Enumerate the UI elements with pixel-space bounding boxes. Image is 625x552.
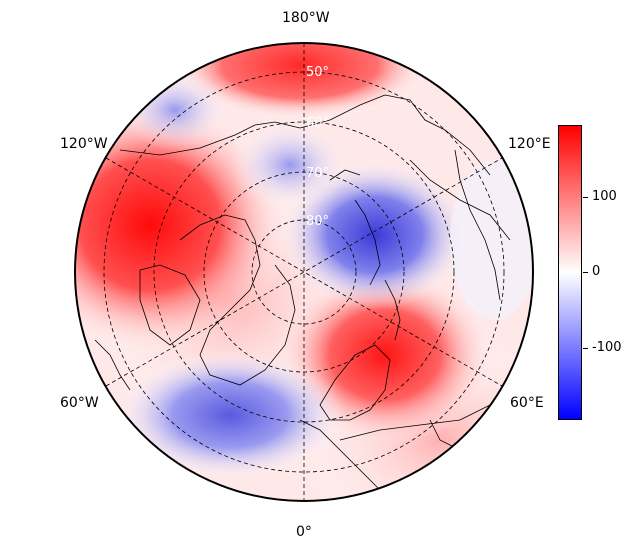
lon-label-right-upper: 120°E xyxy=(508,136,551,152)
map-boundary xyxy=(74,42,534,502)
lon-label-right-lower: 60°E xyxy=(510,395,544,411)
lon-label-bottom: 0° xyxy=(296,524,312,540)
field-shading xyxy=(75,43,533,501)
colorbar-tick-100 xyxy=(583,197,588,198)
lon-label-left-upper: 120°W xyxy=(60,136,108,152)
lon-label-top: 180°W xyxy=(282,10,330,26)
lat-label-70: 70° xyxy=(306,166,329,181)
latitude-labels: 50° 60° 70° 80° xyxy=(306,65,329,229)
colorbar-label-0: 0 xyxy=(592,264,601,279)
lat-label-50: 50° xyxy=(306,65,329,80)
colorbar-label-100: 100 xyxy=(592,189,617,204)
lat-label-80: 80° xyxy=(306,214,329,229)
lat-label-60: 60° xyxy=(306,116,329,131)
colorbar xyxy=(558,125,582,420)
lon-label-left-lower: 60°W xyxy=(60,395,99,411)
colorbar-tick-0 xyxy=(583,272,588,273)
colorbar-tick-minus-100 xyxy=(583,348,588,349)
coastlines xyxy=(94,94,511,491)
graticule xyxy=(103,43,505,501)
colorbar-label-minus-100: -100 xyxy=(592,340,622,355)
